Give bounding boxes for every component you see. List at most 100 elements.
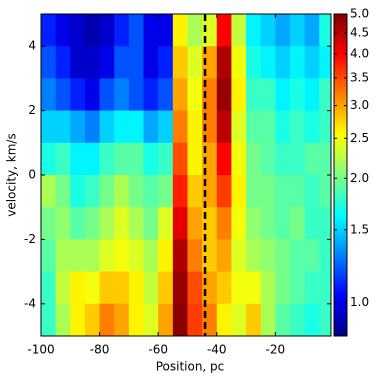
heatmap-cell	[231, 46, 247, 79]
colorbar-tick-label: 1.0	[350, 295, 369, 309]
heatmap-cell	[84, 271, 101, 305]
heatmap-cell	[172, 271, 188, 305]
heatmap-cell	[275, 78, 291, 112]
heatmap-cell	[99, 207, 115, 240]
colorbar-tick-label: 1.5	[350, 222, 369, 236]
x-tick-label: -60	[148, 343, 168, 357]
heatmap-cell	[55, 14, 71, 47]
heatmap-cell	[84, 14, 101, 47]
heatmap-cell	[289, 239, 306, 273]
heatmap-cell	[84, 142, 101, 176]
heatmap-cell	[114, 175, 130, 208]
heatmap-cell	[304, 46, 320, 79]
heatmap-cell	[158, 142, 174, 176]
heatmap-cell	[70, 303, 86, 336]
heatmap-cell	[158, 207, 174, 240]
heatmap-cell	[41, 110, 57, 144]
heatmap-cell	[319, 14, 331, 47]
heatmap-cell	[99, 303, 115, 336]
heatmap-cell	[231, 78, 247, 112]
heatmap-cell	[304, 14, 320, 47]
heatmap-cell	[260, 14, 276, 47]
heatmap-cell	[216, 14, 232, 47]
heatmap-cell	[128, 110, 145, 144]
colorbar-tick-label: 2.5	[350, 131, 369, 145]
x-tick-label: -100	[27, 343, 54, 357]
x-axis-label: Position, pc	[156, 360, 225, 374]
heatmap-cell	[84, 78, 101, 112]
heatmap-cell	[275, 142, 291, 176]
heatmap-cell	[99, 46, 115, 79]
heatmap-cell	[260, 207, 276, 240]
heatmap-cell	[99, 271, 115, 305]
heatmap-cell	[231, 271, 247, 305]
heatmap-cell	[172, 239, 188, 273]
heatmap-cell	[70, 142, 86, 176]
heatmap-cell	[128, 239, 145, 273]
heatmap-cell	[128, 175, 145, 208]
heatmap-cell	[275, 239, 291, 273]
heatmap-cell	[216, 46, 232, 79]
heatmap-cell	[84, 303, 101, 336]
heatmap-cell	[158, 271, 174, 305]
heatmap-cell	[70, 46, 86, 79]
x-tick-label: -40	[207, 343, 227, 357]
heatmap-cell	[41, 78, 57, 112]
heatmap-cell	[187, 142, 203, 176]
heatmap-cell	[216, 271, 232, 305]
heatmap-cell	[275, 303, 291, 336]
heatmap-cell	[187, 175, 203, 208]
heatmap-cell	[246, 142, 262, 176]
heatmap-cell	[41, 271, 57, 305]
heatmap-cell	[260, 239, 276, 273]
heatmap-cell	[84, 175, 101, 208]
heatmap-cell	[246, 78, 262, 112]
heatmap-cell	[246, 110, 262, 144]
y-tick-label: -4	[24, 296, 36, 310]
heatmap-cell	[99, 142, 115, 176]
y-axis-label: velocity, km/s	[5, 133, 19, 216]
heatmap-cell	[187, 239, 203, 273]
heatmap-cell	[143, 207, 159, 240]
heatmap-cell	[231, 207, 247, 240]
heatmap-cell	[289, 142, 306, 176]
y-tick-label: -2	[24, 232, 36, 246]
heatmap-cell	[319, 110, 331, 144]
heatmap-cell	[319, 239, 331, 273]
heatmap-cell	[172, 46, 188, 79]
heatmap-cell	[70, 110, 86, 144]
heatmap-cell	[84, 239, 101, 273]
heatmap-cell	[158, 110, 174, 144]
heatmap-cell	[41, 303, 57, 336]
heatmap-cell	[187, 110, 203, 144]
heatmap-cell	[260, 78, 276, 112]
heatmap-cell	[114, 14, 130, 47]
x-tick-label: -20	[266, 343, 286, 357]
heatmap-cell	[70, 14, 86, 47]
colorbar-tick-label: 3.5	[350, 70, 369, 84]
heatmap-cell	[114, 142, 130, 176]
colorbar-tick-label: 4.5	[350, 25, 369, 39]
heatmap-cell	[246, 46, 262, 79]
heatmap-cell	[128, 46, 145, 79]
heatmap-cell	[114, 303, 130, 336]
heatmap-cell	[275, 271, 291, 305]
colorbar-tick-label: 2.0	[350, 171, 369, 185]
heatmap-cell	[289, 303, 306, 336]
heatmap-cell	[158, 303, 174, 336]
heatmap-cell	[260, 175, 276, 208]
colorbar-tick-label: 3.0	[350, 98, 369, 112]
heatmap-cell	[187, 14, 203, 47]
colorbar-tick-label: 4.0	[350, 47, 369, 61]
heatmap-cell	[319, 303, 331, 336]
heatmap-cell	[275, 46, 291, 79]
heatmap-cell	[289, 110, 306, 144]
heatmap-cell	[304, 239, 320, 273]
heatmap	[41, 14, 331, 336]
heatmap-cell	[231, 14, 247, 47]
heatmap-cell	[158, 239, 174, 273]
heatmap-cell	[143, 78, 159, 112]
heatmap-cell	[231, 239, 247, 273]
heatmap-cell	[41, 207, 57, 240]
heatmap-cell	[260, 46, 276, 79]
